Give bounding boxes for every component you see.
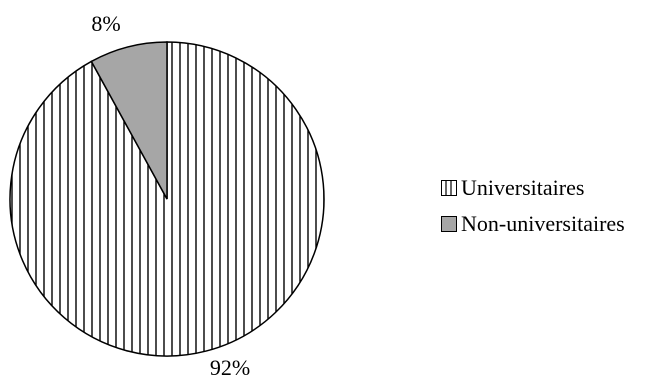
legend: Universitaires Non-universitaires (441, 170, 625, 242)
legend-label-universitaires: Universitaires (461, 175, 585, 200)
slice-label-universitaires: 92% (210, 355, 250, 378)
legend-swatch-striped (441, 180, 457, 196)
pie-slice-non-universitaires (90, 41, 168, 200)
legend-swatch-gray (441, 216, 457, 232)
legend-item-universitaires: Universitaires (441, 170, 625, 206)
slice-label-non-universitaires: 8% (91, 11, 120, 36)
legend-label-non-universitaires: Non-universitaires (461, 211, 625, 236)
legend-item-non-universitaires: Non-universitaires (441, 206, 625, 242)
pie-slices (9, 41, 325, 357)
